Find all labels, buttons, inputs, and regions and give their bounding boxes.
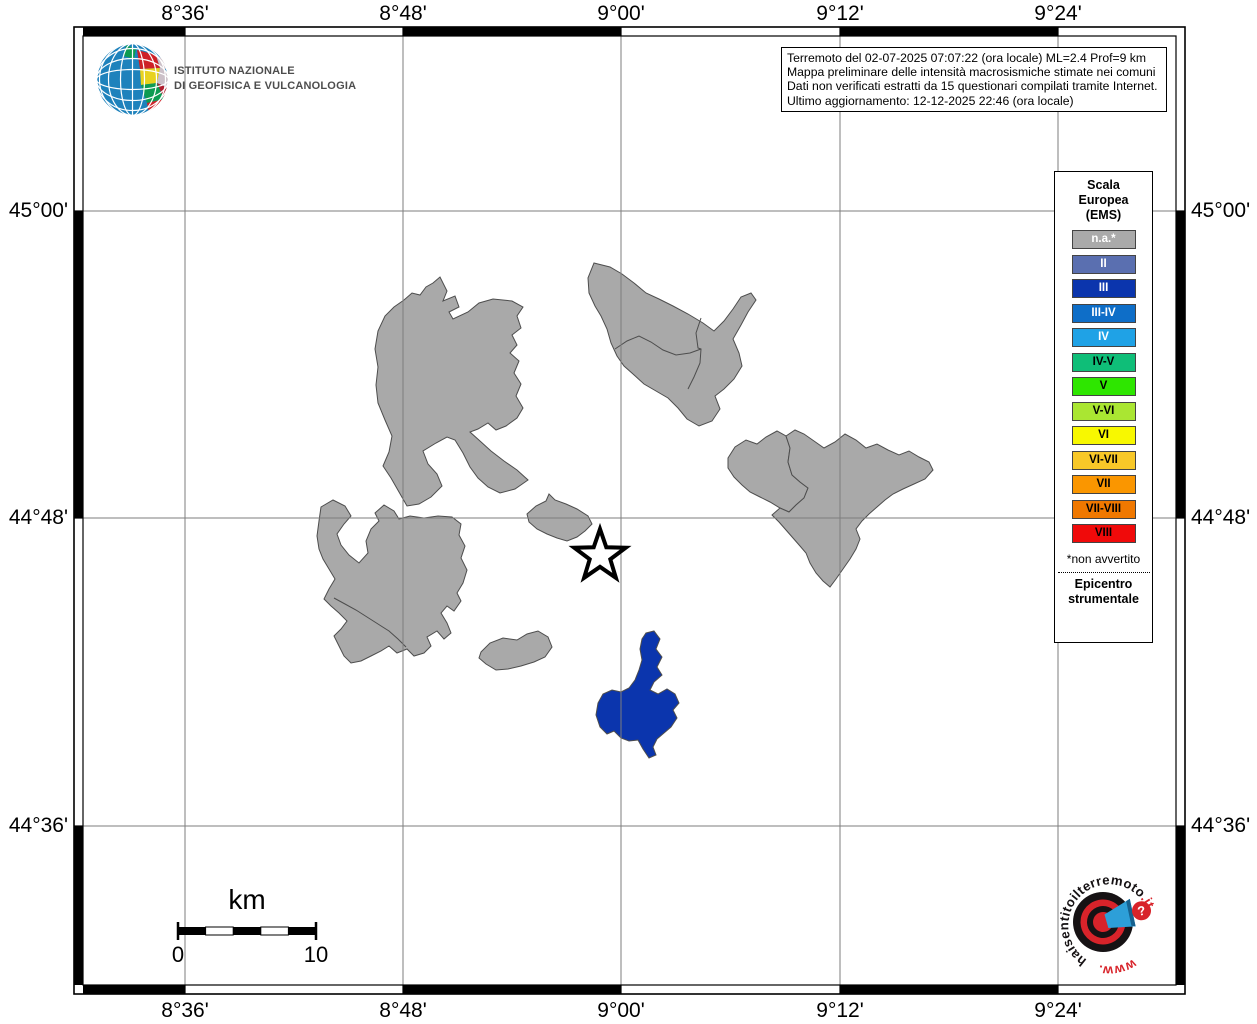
question-mark: ? — [1136, 903, 1147, 919]
y-tick-right-1: 45°00' — [1191, 199, 1251, 222]
legend-epicenter-line1: Epicentro — [1074, 577, 1133, 591]
event-info-line2: Mappa preliminare delle intensità macros… — [787, 65, 1156, 80]
x-tick-top-1: 8°36' — [161, 2, 209, 25]
scale-bar-end: 10 — [303, 942, 329, 967]
ingv-wordmark-line2: DI GEOFISICA E VULCANOLOGIA — [174, 79, 357, 92]
internal-border-1 — [614, 335, 702, 356]
map-frame — [73, 26, 1186, 995]
legend-swatch-IV-V: IV-V — [1071, 352, 1136, 372]
x-tick-bottom-2: 8°48' — [379, 999, 427, 1022]
legend-swatch-III-IV: III-IV — [1071, 303, 1136, 323]
y-tick-left-1: 45°00' — [8, 199, 68, 222]
scale-bar — [176, 922, 318, 940]
ingv-logo — [96, 43, 169, 116]
legend-swatch-VII: VII — [1071, 475, 1136, 494]
municipality-internal-borders — [333, 317, 702, 648]
legend-swatch-II: II — [1071, 254, 1136, 274]
x-tick-bottom-1: 8°36' — [161, 999, 209, 1022]
event-info-box: Terremoto del 02-07-2025 07:07:22 (ora l… — [781, 47, 1167, 112]
x-tick-top-5: 9°24' — [1034, 2, 1082, 25]
haisentito-logo: ? haisentitoilterremoto.it www. — [1046, 864, 1161, 982]
graticule — [83, 36, 1176, 985]
ingv-wordmark: ISTITUTO NAZIONALE DI GEOFISICA E VULCAN… — [174, 64, 356, 93]
legend-swatch-V: V — [1071, 377, 1136, 396]
municipality-polygons — [316, 262, 934, 759]
x-tick-top-2: 8°48' — [379, 2, 427, 25]
legend-swatch-VII-VIII: VII-VIII — [1071, 499, 1136, 519]
x-tick-bottom-3: 9°00' — [597, 999, 645, 1022]
municipality-west-cluster — [316, 499, 468, 664]
legend-footnote: *non avvertito — [1066, 552, 1141, 566]
legend-title-line2: Europea — [1078, 193, 1129, 207]
site-www-text: www. — [1094, 954, 1141, 982]
legend-swatch-VI: VI — [1071, 426, 1136, 445]
y-tick-right-2: 44°48' — [1191, 506, 1251, 529]
legend-swatch-III: III — [1071, 279, 1136, 298]
internal-border-2 — [687, 317, 702, 390]
event-info-line4: Ultimo aggiornamento: 12-12-2025 22:46 (… — [787, 93, 1074, 108]
legend-items: n.a.* II III III-IV IV IV-V V V-VI VI VI-VII VII VI… — [1055, 230, 1152, 543]
municipality-east-main — [771, 429, 934, 588]
legend-swatch-V-VI: V-VI — [1071, 401, 1136, 421]
scale-bar-start: 0 — [171, 942, 185, 967]
y-tick-left-2: 44°48' — [8, 506, 68, 529]
legend-title-line3: (EMS) — [1085, 208, 1122, 222]
municipality-small-south — [478, 630, 553, 671]
x-tick-bottom-4: 9°12' — [816, 999, 864, 1022]
legend-swatch-n.a.*: n.a.* — [1071, 230, 1136, 249]
x-tick-bottom-5: 9°24' — [1034, 999, 1082, 1022]
y-tick-right-3: 44°36' — [1191, 814, 1251, 837]
svg-text:www.: www. — [1094, 954, 1141, 982]
y-tick-left-3: 44°36' — [8, 814, 68, 837]
ingv-wordmark-line1: ISTITUTO NAZIONALE — [174, 65, 295, 77]
x-tick-top-3: 9°00' — [597, 2, 645, 25]
event-info-line3: Dati non verificati estratti da 15 quest… — [787, 79, 1158, 94]
x-tick-top-4: 9°12' — [816, 2, 864, 25]
legend-epicenter-line2: strumentale — [1068, 592, 1139, 606]
legend-swatch-VIII: VIII — [1071, 524, 1136, 543]
municipality-north-cluster — [587, 262, 757, 427]
event-info-line1: Terremoto del 02-07-2025 07:07:22 (ora l… — [787, 51, 1147, 65]
question-badge — [1132, 901, 1152, 921]
municipality-nw-large — [374, 276, 529, 507]
scale-bar-unit: km — [228, 884, 266, 915]
legend-swatch-IV: IV — [1071, 328, 1136, 347]
municipality-responding-municipality — [595, 630, 680, 759]
legend-title-line1: Scala — [1087, 178, 1120, 192]
legend-swatch-VI-VII: VI-VII — [1071, 450, 1136, 470]
internal-border-3 — [333, 597, 407, 648]
ems-legend: Scala Europea (EMS) n.a.* II III III-IV IV IV… — [1054, 171, 1153, 643]
epicenter-star-icon — [568, 522, 632, 583]
legend-separator — [1057, 572, 1150, 573]
